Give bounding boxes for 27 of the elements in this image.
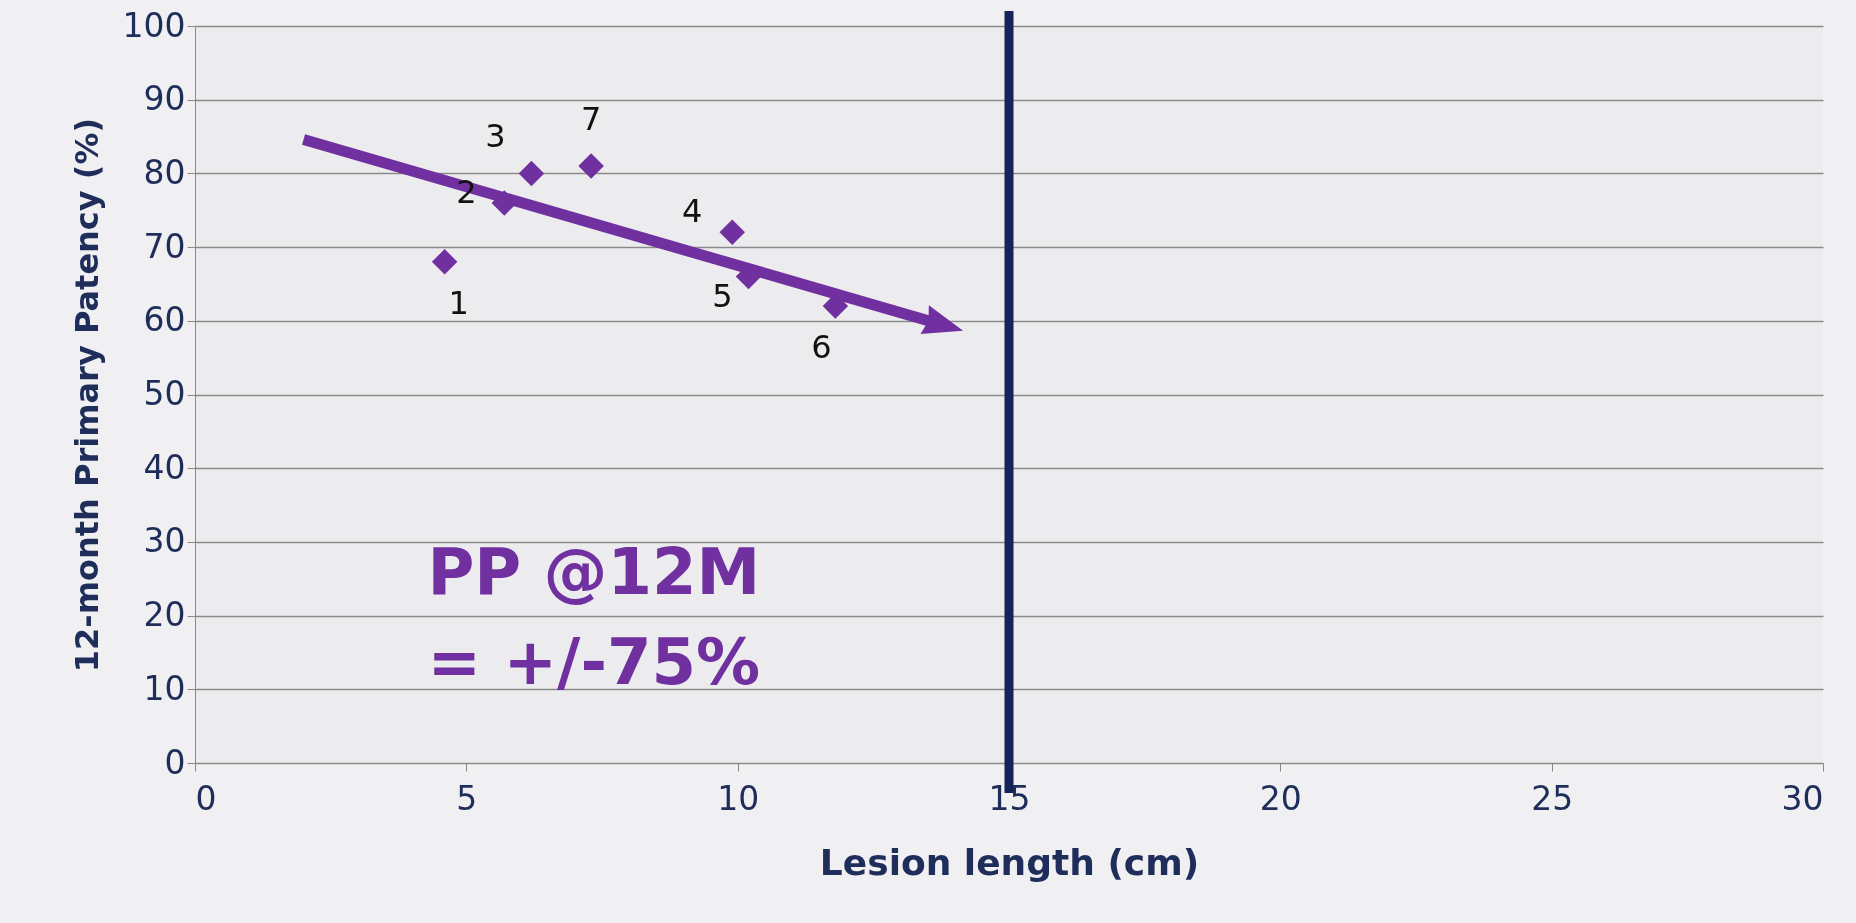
x-tick-label: 5 (456, 778, 478, 818)
x-axis-title: Lesion length (cm) (819, 841, 1200, 883)
y-tick-label: 50 (143, 374, 186, 413)
annotation: 4 (682, 192, 703, 231)
y-tick-label: 10 (143, 668, 186, 708)
y-tick-label: 40 (143, 447, 186, 487)
y-tick-label: 100 (122, 5, 186, 45)
annotation: 3 (485, 117, 506, 156)
annotation: 1 (448, 283, 469, 322)
x-tick-label: 0 (195, 778, 217, 818)
x-tick-label: 10 (717, 778, 760, 818)
annotation: PP @12M = +/-75% (427, 535, 761, 700)
y-tick-label: 0 (164, 742, 186, 782)
y-tick-label: 20 (143, 595, 186, 635)
x-tick-label: 25 (1531, 778, 1574, 818)
y-tick-label: 60 (143, 300, 186, 340)
y-tick-label: 30 (143, 521, 186, 561)
x-tick-label: 20 (1259, 778, 1302, 818)
x-tick-label: 15 (988, 778, 1031, 818)
x-tick-label: 30 (1781, 778, 1824, 818)
annotation: 5 (712, 276, 733, 315)
y-tick-label: 90 (143, 79, 186, 119)
y-tick-label: 80 (143, 152, 186, 192)
y-tick-label: 70 (143, 226, 186, 266)
y-axis-title: 12-month Primary Patency (%) (67, 117, 106, 673)
annotation: 6 (811, 328, 832, 367)
annotation: 7 (580, 100, 602, 139)
